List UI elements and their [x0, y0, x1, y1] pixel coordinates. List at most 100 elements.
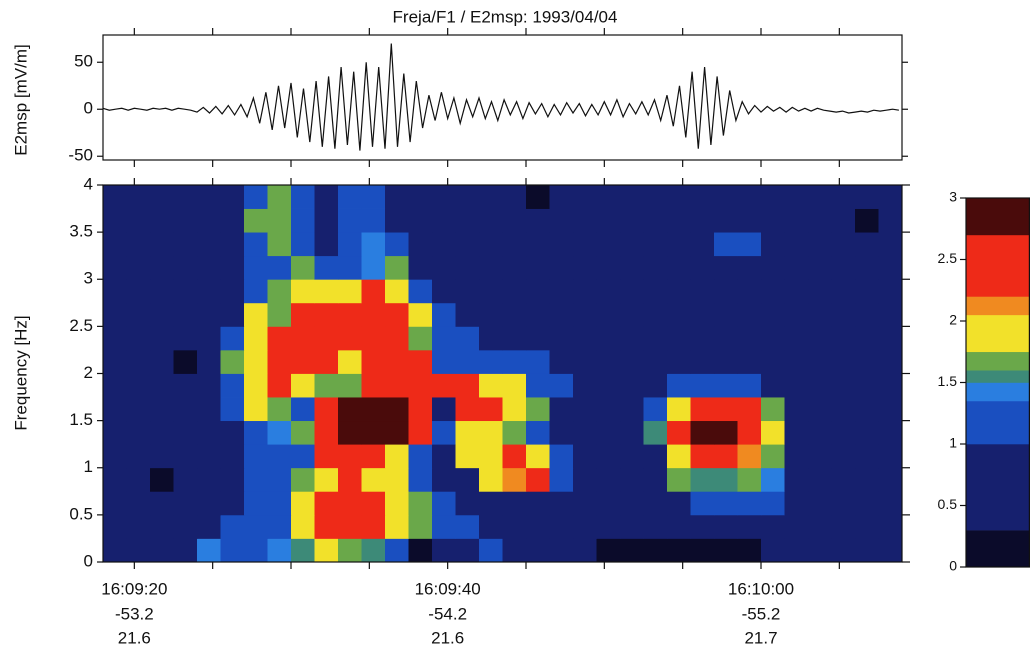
heatmap-cell: [432, 349, 456, 374]
heatmap-cell: [267, 208, 292, 233]
heatmap-cell: [620, 538, 644, 563]
heatmap-cell: [620, 514, 644, 539]
heatmap-cell: [737, 255, 762, 280]
heatmap-cell: [737, 420, 762, 445]
heatmap-cell: [173, 255, 198, 280]
heatmap-cell: [173, 326, 198, 351]
heatmap-cell: [526, 420, 550, 445]
x-tick-sublabel: -55.2: [742, 604, 781, 623]
heatmap-cell: [620, 185, 644, 209]
heatmap-cell: [737, 397, 762, 422]
heatmap-cell: [643, 232, 668, 257]
heatmap-cell: [408, 232, 433, 257]
y-tick-label: 0.5: [69, 504, 93, 523]
heatmap-cell: [150, 232, 174, 257]
heatmap-cell: [150, 185, 174, 209]
heatmap-cell: [103, 373, 127, 398]
heatmap-cell: [526, 326, 550, 351]
heatmap-cell: [620, 444, 644, 469]
heatmap-cell: [338, 185, 362, 209]
heatmap-cell: [737, 491, 762, 516]
heatmap-cell: [385, 420, 409, 445]
heatmap-cell: [291, 302, 315, 327]
heatmap-cell: [714, 185, 738, 209]
heatmap-cell: [573, 255, 597, 280]
heatmap-cell: [690, 302, 715, 327]
heatmap-cell: [314, 326, 339, 351]
y-tick-label: 3: [84, 269, 93, 288]
heatmap-cell: [667, 208, 691, 233]
heatmap-cell: [455, 397, 480, 422]
heatmap-cell: [408, 420, 433, 445]
heatmap-cell: [808, 514, 832, 539]
heatmap-cell: [126, 444, 151, 469]
heatmap-cell: [291, 255, 315, 280]
heatmap-cell: [714, 232, 738, 257]
heatmap-cell: [855, 444, 879, 469]
heatmap-cell: [150, 208, 174, 233]
heatmap-cell: [761, 326, 785, 351]
heatmap-cell: [455, 349, 480, 374]
heatmap-cell: [173, 538, 198, 563]
heatmap-cell: [737, 444, 762, 469]
heatmap-cell: [126, 208, 151, 233]
heatmap-cell: [526, 208, 550, 233]
heatmap-cell: [361, 397, 386, 422]
heatmap-cell: [455, 491, 480, 516]
heatmap-cell: [690, 491, 715, 516]
heatmap-cell: [361, 208, 386, 233]
colorbar-band: [966, 198, 1030, 236]
heatmap-cell: [667, 185, 691, 209]
heatmap-cell: [643, 373, 668, 398]
heatmap-cell: [808, 538, 832, 563]
heatmap-cell: [761, 538, 785, 563]
heatmap-cell: [831, 373, 856, 398]
heatmap-cell: [173, 467, 198, 492]
heatmap-cell: [784, 349, 809, 374]
heatmap-cell: [878, 467, 903, 492]
heatmap-cell: [361, 444, 386, 469]
heatmap-cell: [479, 397, 503, 422]
waveform-line: [102, 43, 899, 151]
heatmap-cell: [220, 279, 245, 304]
heatmap-cell: [620, 208, 644, 233]
heatmap-cell: [714, 302, 738, 327]
heatmap-cell: [808, 279, 832, 304]
heatmap-cell: [314, 185, 339, 209]
heatmap-cell: [103, 255, 127, 280]
heatmap-cell: [855, 373, 879, 398]
heatmap-cell: [784, 444, 809, 469]
heatmap-cell: [808, 444, 832, 469]
heatmap-cell: [479, 420, 503, 445]
y-axis-label: Frequency [Hz]: [11, 315, 30, 430]
heatmap-cell: [291, 326, 315, 351]
y-tick-label: 0: [84, 99, 93, 118]
heatmap-cell: [714, 397, 738, 422]
y-tick-label: 2: [84, 363, 93, 382]
heatmap-cell: [831, 302, 856, 327]
heatmap-cell: [408, 185, 433, 209]
heatmap-cell: [549, 467, 574, 492]
heatmap-cell: [878, 420, 903, 445]
heatmap-cell: [690, 279, 715, 304]
heatmap-cell: [408, 255, 433, 280]
heatmap-cell: [244, 397, 268, 422]
heatmap-cell: [831, 279, 856, 304]
heatmap-cell: [761, 397, 785, 422]
heatmap-cell: [855, 467, 879, 492]
heatmap-cell: [197, 349, 221, 374]
heatmap-cell: [338, 279, 362, 304]
heatmap-cell: [197, 373, 221, 398]
heatmap-cell: [526, 373, 550, 398]
heatmap-cell: [737, 279, 762, 304]
heatmap-cell: [314, 514, 339, 539]
heatmap-cell: [126, 420, 151, 445]
heatmap-cell: [267, 326, 292, 351]
heatmap-cell: [432, 514, 456, 539]
heatmap-cell: [432, 444, 456, 469]
heatmap-cell: [620, 491, 644, 516]
heatmap-cell: [338, 444, 362, 469]
heatmap-cell: [126, 255, 151, 280]
heatmap-cell: [244, 326, 268, 351]
heatmap-cell: [361, 185, 386, 209]
